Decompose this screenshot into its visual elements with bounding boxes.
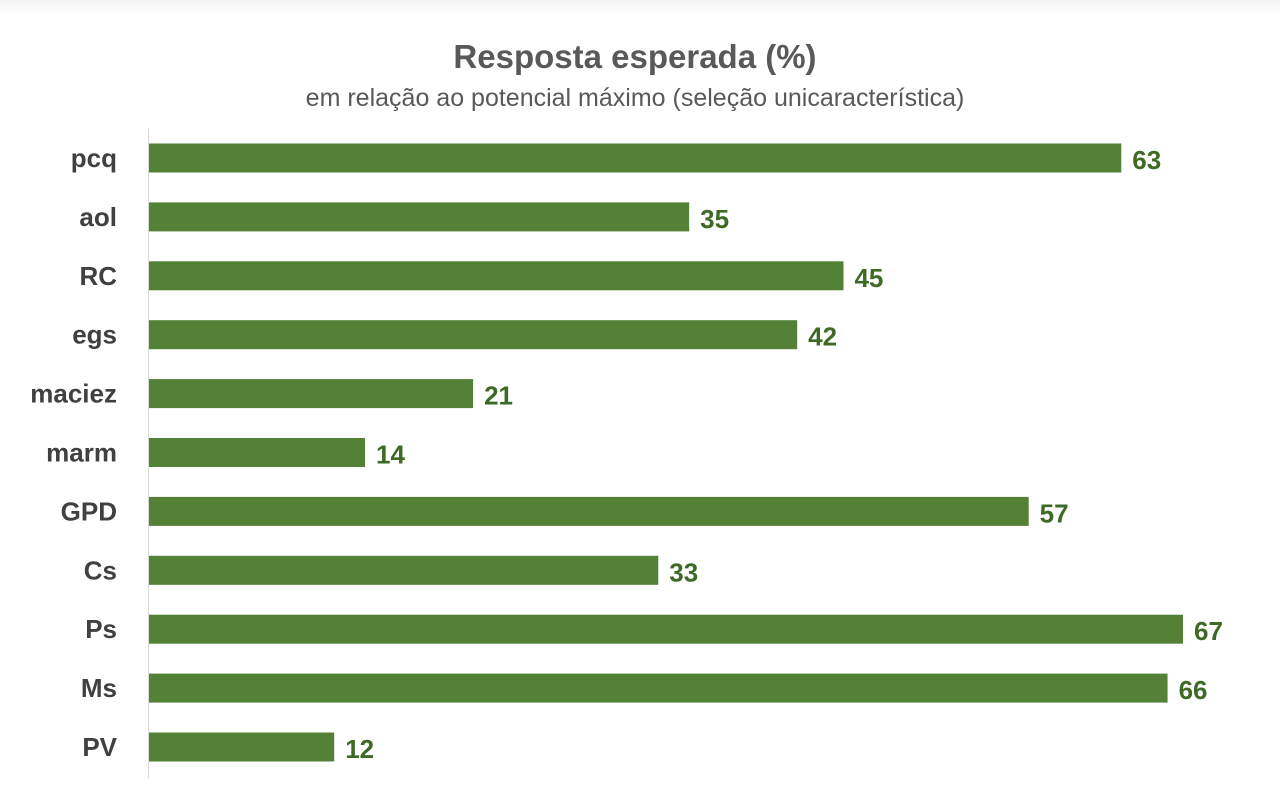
top-band xyxy=(0,0,1280,14)
value-label-RC: 45 xyxy=(854,263,883,293)
value-label-GPD: 57 xyxy=(1040,498,1069,528)
bar-aol xyxy=(149,202,690,232)
bar-Ms xyxy=(149,673,1168,703)
bar-egs xyxy=(149,320,798,350)
category-label-GPD: GPD xyxy=(61,496,117,526)
category-label-pcq: pcq xyxy=(71,143,117,173)
value-label-pcq: 63 xyxy=(1132,145,1161,175)
category-label-aol: aol xyxy=(79,202,117,232)
category-label-marm: marm xyxy=(46,438,117,468)
value-label-marm: 14 xyxy=(376,440,405,470)
bar-GPD xyxy=(149,496,1029,526)
chart-subtitle: em relação ao potencial máximo (seleção … xyxy=(305,84,965,112)
value-label-Cs: 33 xyxy=(669,557,698,587)
bar-Cs xyxy=(149,555,659,585)
value-label-egs: 42 xyxy=(808,322,837,352)
value-label-Ms: 66 xyxy=(1179,675,1208,705)
category-label-maciez: maciez xyxy=(30,379,117,409)
category-label-Cs: Cs xyxy=(84,555,117,585)
category-label-egs: egs xyxy=(72,320,117,350)
value-label-PV: 12 xyxy=(345,734,374,764)
bar-Ps xyxy=(149,614,1183,644)
bar-RC xyxy=(149,261,844,291)
bar-marm xyxy=(149,438,366,467)
category-label-RC: RC xyxy=(79,261,117,291)
bars-group: pcq 63 aol 35 RC 45 egs 42 maciez 21 marm 14 GPD 57 Cs… xyxy=(30,143,1223,764)
chart-title: Resposta esperada (%) xyxy=(453,38,817,75)
bar-pcq xyxy=(149,143,1122,173)
category-label-PV: PV xyxy=(82,732,117,762)
bar-PV xyxy=(149,732,335,762)
category-label-Ps: Ps xyxy=(85,614,117,644)
bar-maciez xyxy=(149,379,474,409)
value-label-Ps: 67 xyxy=(1194,616,1223,646)
value-label-maciez: 21 xyxy=(484,381,513,411)
value-label-aol: 35 xyxy=(700,204,729,234)
category-label-Ms: Ms xyxy=(81,673,117,703)
